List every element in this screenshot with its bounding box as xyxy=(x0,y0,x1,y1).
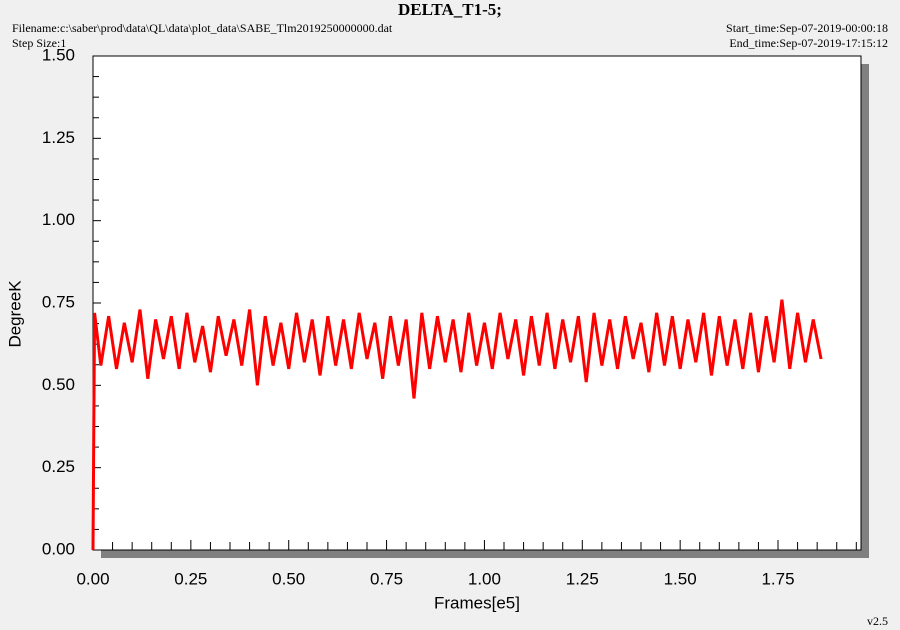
y-tick-label: 0.25 xyxy=(42,457,75,476)
filename: Filename:c:\saber\prod\data\QL\data\plot… xyxy=(12,21,393,35)
x-tick-label: 0.50 xyxy=(272,569,305,588)
y-tick-label: 1.50 xyxy=(42,45,75,64)
y-tick-label: 0.00 xyxy=(42,539,75,558)
end-time: End_time:Sep-07-2019-17:15:12 xyxy=(729,36,888,50)
y-axis-label: DegreeK xyxy=(5,280,24,348)
start-time: Start_time:Sep-07-2019-00:00:18 xyxy=(726,21,888,35)
chart-title: DELTA_T1-5; xyxy=(398,0,502,19)
data-line xyxy=(91,299,823,551)
x-tick-label: 0.00 xyxy=(76,569,109,588)
y-tick-label: 0.75 xyxy=(42,292,75,311)
x-tick-label: 1.50 xyxy=(664,569,697,588)
x-tick-label: 1.75 xyxy=(761,569,794,588)
plot-area xyxy=(92,55,862,551)
step-size: Step Size:1 xyxy=(12,36,66,50)
version: v2.5 xyxy=(867,614,888,628)
y-tick-label: 0.50 xyxy=(42,375,75,394)
x-tick-label: 0.25 xyxy=(174,569,207,588)
x-tick-label: 1.25 xyxy=(566,569,599,588)
x-tick-label: 1.00 xyxy=(468,569,501,588)
x-tick-label: 0.75 xyxy=(370,569,403,588)
y-tick-label: 1.25 xyxy=(42,128,75,147)
y-tick-label: 1.00 xyxy=(42,210,75,229)
x-axis-label: Frames[e5] xyxy=(434,593,520,612)
